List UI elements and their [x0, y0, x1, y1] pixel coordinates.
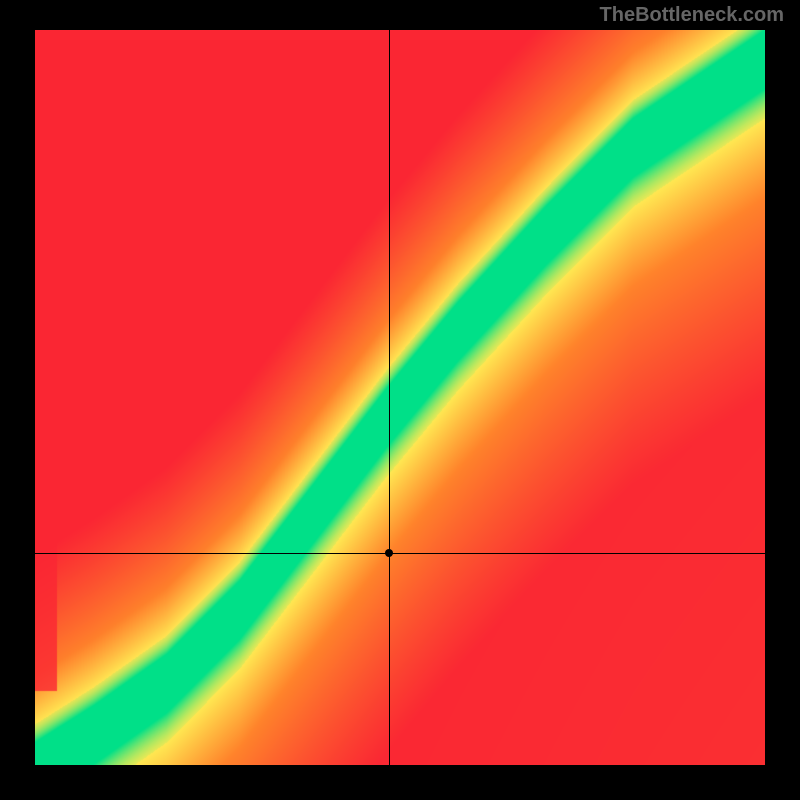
heatmap-canvas [35, 30, 765, 765]
crosshair-vertical [389, 30, 390, 765]
plot-area [35, 30, 765, 765]
watermark-text: TheBottleneck.com [600, 4, 784, 27]
data-point-marker [385, 549, 393, 557]
crosshair-horizontal [35, 553, 765, 554]
chart-container: TheBottleneck.com [0, 0, 800, 800]
